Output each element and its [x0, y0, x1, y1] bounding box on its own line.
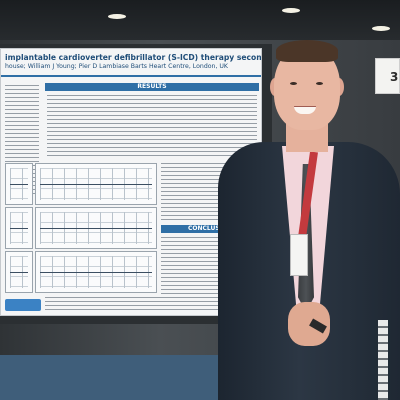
research-poster: implantable cardioverter defibrillator (… — [0, 48, 262, 316]
name-badge — [290, 234, 308, 276]
poster-divider — [1, 75, 261, 77]
results-header: RESULTS — [45, 83, 259, 91]
ceiling-light — [108, 14, 126, 19]
hospital-logo — [5, 299, 41, 311]
ceiling-light — [372, 26, 390, 31]
hair — [276, 40, 338, 62]
ecg-figure — [35, 207, 157, 249]
references-text — [45, 297, 257, 311]
smile — [294, 106, 316, 114]
left-eye — [290, 82, 297, 85]
ecg-figure — [5, 163, 33, 205]
results-text — [47, 95, 257, 159]
ecg-figure — [35, 251, 157, 293]
booth-number-sign: 3 — [375, 58, 400, 94]
hanging-lanyard — [378, 320, 388, 400]
ceiling-light — [282, 8, 300, 13]
presenter — [218, 34, 400, 400]
right-eye — [316, 82, 323, 85]
poster-authors: house; William J Young; Pier D Lambiase … — [5, 63, 228, 70]
poster-title: implantable cardioverter defibrillator (… — [5, 53, 262, 62]
conclusion-header: CONCLUSION — [161, 225, 259, 233]
ecg-figure — [5, 207, 33, 249]
ecg-figure — [5, 251, 33, 293]
ecg-figure — [35, 163, 157, 205]
